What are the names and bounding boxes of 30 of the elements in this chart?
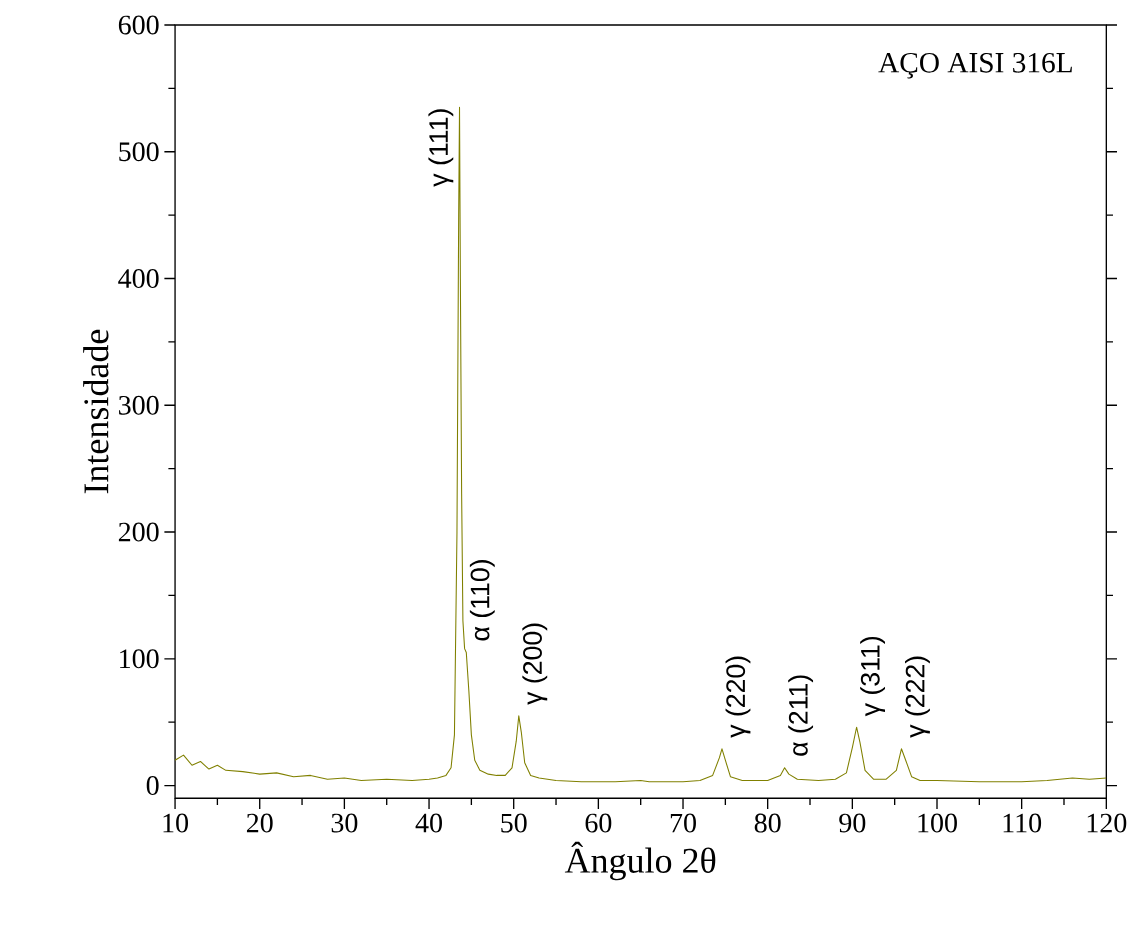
x-tick-label: 60 [585, 813, 612, 833]
x-tick-label: 80 [754, 813, 781, 833]
y-tick-label: 200 [118, 522, 159, 542]
x-tick-label: 100 [918, 813, 957, 833]
x-tick-label: 50 [501, 813, 527, 833]
annotation: α (110) [469, 560, 495, 641]
y-tick-label: 500 [119, 142, 159, 162]
annotation: γ (220) [725, 656, 751, 738]
x-tick-label: 10 [163, 813, 189, 833]
y-tick-label: 100 [120, 649, 159, 669]
annotation: γ (200) [522, 623, 548, 706]
x-tick-label: 70 [670, 813, 696, 833]
line-series [175, 107, 1107, 783]
y-tick-label: 300 [119, 396, 159, 415]
x-tick-label: 30 [331, 813, 358, 833]
y-tick-label: 400 [118, 269, 159, 289]
x-axis-title: Ângulo 2θ [564, 841, 716, 881]
x-tick-label: 40 [415, 813, 442, 833]
annotation: γ (111) [428, 109, 454, 187]
x-tick-label: 120 [1087, 813, 1127, 833]
annotation: α (211) [788, 675, 814, 756]
x-tick-label: 110 [1003, 813, 1042, 833]
x-tick-label: 20 [246, 813, 273, 833]
annotation: γ (311) [860, 637, 885, 717]
x-tick-label: 90 [839, 813, 866, 833]
annotation: AÇO AISI 316L [878, 53, 1072, 79]
y-axis-title: Intensidade [83, 330, 109, 494]
y-tick-label: 0 [146, 776, 159, 796]
annotation: γ (222) [905, 656, 930, 738]
y-tick-label: 600 [118, 15, 159, 35]
